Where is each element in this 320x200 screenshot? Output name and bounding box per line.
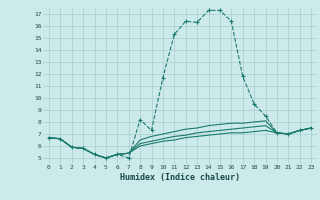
X-axis label: Humidex (Indice chaleur): Humidex (Indice chaleur) [120,173,240,182]
